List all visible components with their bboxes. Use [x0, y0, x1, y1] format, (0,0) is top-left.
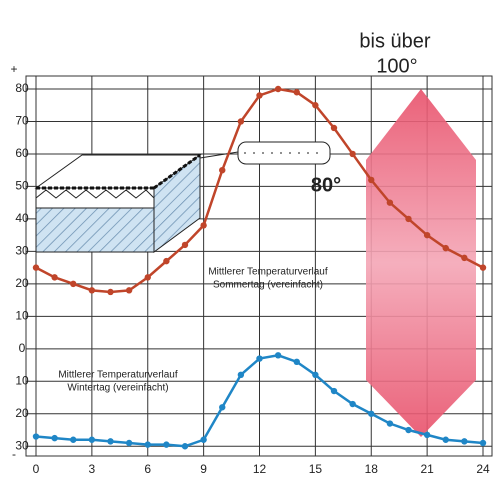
y-tick-label: 80	[15, 81, 29, 95]
data-point	[256, 355, 263, 362]
y-tick-label: 70	[15, 114, 29, 128]
data-point	[181, 241, 189, 249]
data-point	[125, 439, 133, 447]
data-point	[312, 371, 319, 379]
data-point	[70, 280, 77, 288]
data-point	[163, 257, 170, 265]
x-tick-label: 6	[144, 462, 151, 476]
y-tick-label: 50	[15, 179, 29, 193]
x-tick-label: 12	[253, 462, 267, 476]
data-point	[125, 287, 133, 294]
data-point	[479, 264, 487, 271]
x-tick-label: 21	[420, 462, 434, 476]
data-point	[423, 231, 431, 239]
data-point	[51, 274, 58, 281]
data-point	[200, 222, 207, 229]
data-point	[181, 443, 189, 450]
x-tick-label: 9	[200, 462, 207, 476]
y-tick-label: 20	[15, 276, 29, 290]
data-point	[163, 441, 170, 448]
roof-illustration	[34, 141, 331, 253]
y-tick-label: 40	[15, 211, 29, 225]
x-tick-label: 0	[33, 462, 40, 476]
summer-label: Sommertag (vereinfacht)	[213, 280, 323, 291]
data-point	[51, 434, 58, 442]
data-point	[442, 244, 449, 252]
data-point	[405, 215, 412, 223]
data-point	[349, 400, 356, 408]
data-point	[88, 287, 96, 294]
summer-label: Mittlerer Temperaturverlauf	[208, 267, 328, 278]
y-tick-label: 10	[15, 373, 29, 387]
data-point	[479, 439, 487, 447]
data-point	[32, 264, 40, 271]
data-point	[312, 102, 319, 109]
y-sign: -	[12, 447, 16, 461]
y-tick-label: 20	[15, 406, 29, 420]
data-point	[461, 438, 468, 445]
data-point	[107, 438, 114, 445]
data-point	[386, 199, 394, 206]
max-label: 100°	[376, 55, 417, 77]
data-point	[237, 118, 245, 125]
y-sign: +	[10, 62, 17, 76]
data-point	[330, 124, 338, 132]
data-point	[144, 441, 151, 448]
x-tick-label: 15	[309, 462, 323, 476]
max-label: bis über	[359, 30, 430, 52]
data-point	[423, 431, 431, 439]
y-tick-label: 30	[15, 438, 29, 452]
y-tick-label: 60	[15, 146, 29, 160]
data-point	[293, 358, 300, 366]
x-tick-label: 24	[476, 462, 490, 476]
data-point	[107, 288, 114, 296]
winter-label: Mittlerer Temperaturverlauf	[58, 370, 178, 381]
data-point	[32, 433, 40, 440]
winter-label: Wintertag (vereinfacht)	[67, 383, 168, 394]
data-point	[293, 89, 300, 96]
data-point	[274, 85, 282, 93]
x-tick-label: 18	[365, 462, 379, 476]
data-point	[461, 254, 468, 262]
data-point	[237, 371, 245, 379]
data-point	[330, 387, 338, 395]
roof-temp: 80°	[311, 174, 341, 196]
data-point	[405, 426, 412, 434]
data-point	[88, 436, 96, 443]
y-tick-label: 30	[15, 244, 29, 258]
y-tick-label: 0	[19, 341, 26, 355]
data-point	[349, 150, 356, 158]
data-point	[256, 92, 263, 99]
x-tick-label: 3	[89, 462, 96, 476]
y-tick-label: 10	[15, 309, 29, 323]
data-point	[219, 404, 226, 411]
data-point	[368, 410, 375, 417]
data-point	[386, 420, 394, 427]
data-point	[70, 436, 77, 443]
data-point	[144, 274, 151, 281]
data-point	[442, 436, 449, 443]
range-band	[366, 89, 476, 437]
data-point	[368, 176, 375, 184]
data-point	[219, 166, 226, 174]
data-point	[274, 352, 282, 359]
data-point	[200, 436, 207, 443]
